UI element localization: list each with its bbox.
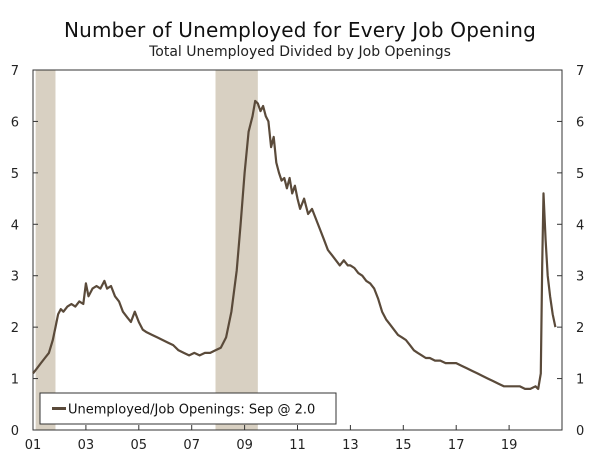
y-tick-label-left-6: 6 — [11, 115, 19, 130]
y-tick-label-right-7: 7 — [576, 64, 584, 79]
x-tick-label-13: 13 — [342, 438, 359, 453]
x-tick-label-09: 09 — [236, 438, 253, 453]
y-tick-label-left-7: 7 — [11, 64, 19, 79]
y-tick-label-right-0: 0 — [576, 424, 584, 439]
y-tick-label-right-1: 1 — [576, 373, 584, 388]
y-tick-label-left-5: 5 — [11, 167, 19, 182]
y-tick-label-right-4: 4 — [576, 218, 584, 233]
y-tick-label-left-2: 2 — [11, 321, 19, 336]
x-tick-label-11: 11 — [289, 438, 306, 453]
y-tick-label-right-3: 3 — [576, 270, 584, 285]
y-tick-label-right-2: 2 — [576, 321, 584, 336]
y-tick-label-left-4: 4 — [11, 218, 19, 233]
y-tick-label-left-0: 0 — [11, 424, 19, 439]
y-tick-label-left-3: 3 — [11, 270, 19, 285]
x-tick-label-05: 05 — [131, 438, 148, 453]
chart-title: Number of Unemployed for Every Job Openi… — [63, 18, 537, 42]
x-tick-label-15: 15 — [395, 438, 412, 453]
legend-label: Unemployed/Job Openings: Sep @ 2.0 — [68, 403, 315, 418]
x-tick-label-01: 01 — [25, 438, 42, 453]
y-tick-label-right-5: 5 — [576, 167, 584, 182]
y-tick-label-left-1: 1 — [11, 373, 19, 388]
y-tick-label-right-6: 6 — [576, 115, 584, 130]
legend-box — [39, 392, 337, 425]
recession-band-1 — [215, 70, 258, 430]
x-tick-label-19: 19 — [501, 438, 518, 453]
chart-subtitle: Total Unemployed Divided by Job Openings — [149, 44, 451, 60]
recession-band-0 — [35, 70, 56, 430]
x-tick-label-03: 03 — [78, 438, 95, 453]
x-tick-label-07: 07 — [183, 438, 200, 453]
x-tick-label-17: 17 — [448, 438, 465, 453]
series-line-0 — [32, 99, 557, 390]
